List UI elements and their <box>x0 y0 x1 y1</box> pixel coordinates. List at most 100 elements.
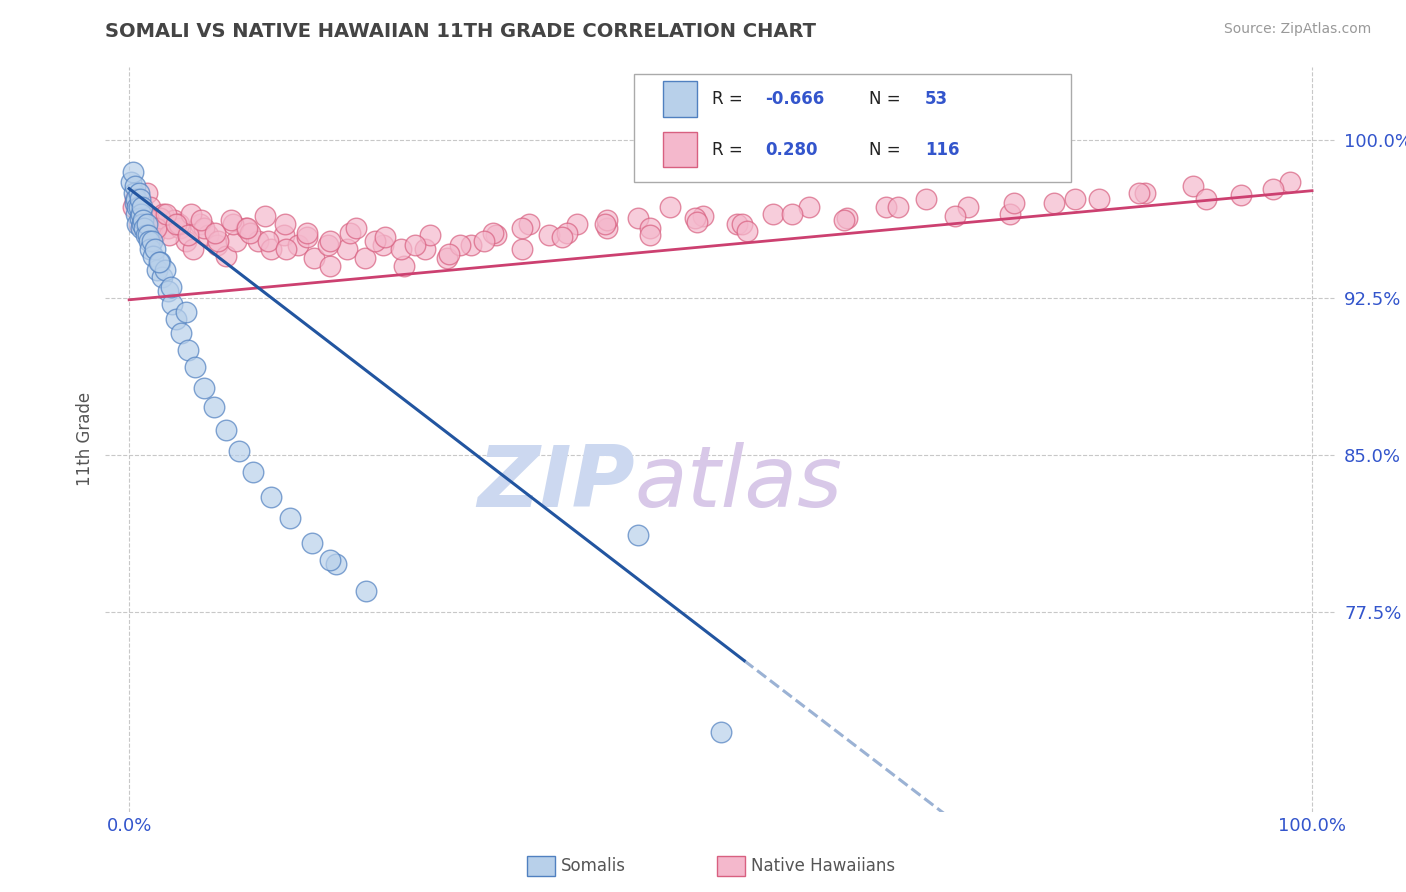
Text: Native Hawaiians: Native Hawaiians <box>751 857 896 875</box>
Text: R =: R = <box>711 141 748 159</box>
Point <box>555 226 578 240</box>
Point <box>202 400 225 414</box>
Point <box>460 238 482 252</box>
Point <box>353 251 375 265</box>
Point <box>956 201 979 215</box>
Point <box>274 217 297 231</box>
Point <box>142 227 165 242</box>
Point <box>141 234 163 248</box>
Point <box>260 243 283 257</box>
Point <box>419 227 441 242</box>
Point <box>157 227 180 242</box>
Point <box>235 221 257 235</box>
Point <box>150 269 173 284</box>
Text: N =: N = <box>869 90 907 108</box>
Point <box>404 238 426 252</box>
Point <box>129 201 152 215</box>
Point <box>165 217 187 231</box>
Point <box>160 297 183 311</box>
Point <box>125 207 148 221</box>
Point <box>193 381 215 395</box>
Point <box>1064 192 1087 206</box>
Point <box>1261 181 1284 195</box>
Point <box>141 221 163 235</box>
Point <box>1194 192 1216 206</box>
Point <box>596 213 619 227</box>
Point <box>134 221 156 235</box>
Point <box>638 221 661 235</box>
Point <box>627 528 650 542</box>
Text: -0.666: -0.666 <box>765 90 824 108</box>
Point <box>127 201 149 215</box>
Point <box>157 285 180 299</box>
Point <box>135 227 157 242</box>
Point <box>472 234 495 248</box>
Point <box>129 207 152 221</box>
Point <box>139 243 162 257</box>
Point <box>301 536 323 550</box>
Point <box>174 305 197 319</box>
Point <box>260 490 283 504</box>
Point <box>190 213 212 227</box>
Point <box>731 217 754 231</box>
Point <box>125 192 148 206</box>
Point <box>780 207 803 221</box>
Point <box>510 243 533 257</box>
Text: 53: 53 <box>925 90 948 108</box>
Point <box>389 243 412 257</box>
Point <box>177 227 200 242</box>
Point <box>683 211 706 225</box>
Point <box>157 221 180 235</box>
Text: atlas: atlas <box>634 442 842 525</box>
Point <box>799 201 821 215</box>
Point <box>373 238 395 252</box>
Point <box>205 238 228 252</box>
Text: N =: N = <box>869 141 907 159</box>
Point <box>169 221 191 235</box>
Point <box>125 192 148 206</box>
Point <box>686 215 709 229</box>
Point <box>135 217 157 231</box>
Point <box>152 207 174 221</box>
Point <box>215 423 238 437</box>
Point <box>762 207 785 221</box>
Point <box>449 238 471 252</box>
Point <box>180 207 202 221</box>
Point <box>1128 186 1150 200</box>
Bar <box>662 132 697 168</box>
Point <box>132 213 155 227</box>
Point <box>136 227 159 242</box>
Text: ZIP: ZIP <box>477 442 634 525</box>
Point <box>302 251 325 265</box>
Point <box>122 186 145 200</box>
Point <box>139 201 162 215</box>
Point <box>148 217 170 231</box>
Point <box>219 213 242 227</box>
Point <box>638 227 661 242</box>
Point <box>163 213 186 227</box>
Point <box>887 201 910 215</box>
Point <box>121 175 143 189</box>
Text: Somalis: Somalis <box>561 857 626 875</box>
Point <box>128 192 150 206</box>
Point <box>287 238 309 252</box>
Point <box>159 280 181 294</box>
Point <box>336 243 359 257</box>
Point <box>837 211 859 225</box>
Point <box>593 217 616 231</box>
Point <box>128 217 150 231</box>
Point <box>392 259 415 273</box>
Point <box>128 207 150 221</box>
Point <box>124 179 146 194</box>
Point <box>319 259 342 273</box>
Point <box>174 234 197 248</box>
Point <box>128 201 150 215</box>
Point <box>145 221 167 235</box>
Y-axis label: 11th Grade: 11th Grade <box>76 392 94 486</box>
Point <box>295 226 318 240</box>
Point <box>222 217 245 231</box>
Point <box>1000 207 1022 221</box>
Point <box>413 243 436 257</box>
Text: 116: 116 <box>925 141 959 159</box>
Point <box>485 227 508 242</box>
